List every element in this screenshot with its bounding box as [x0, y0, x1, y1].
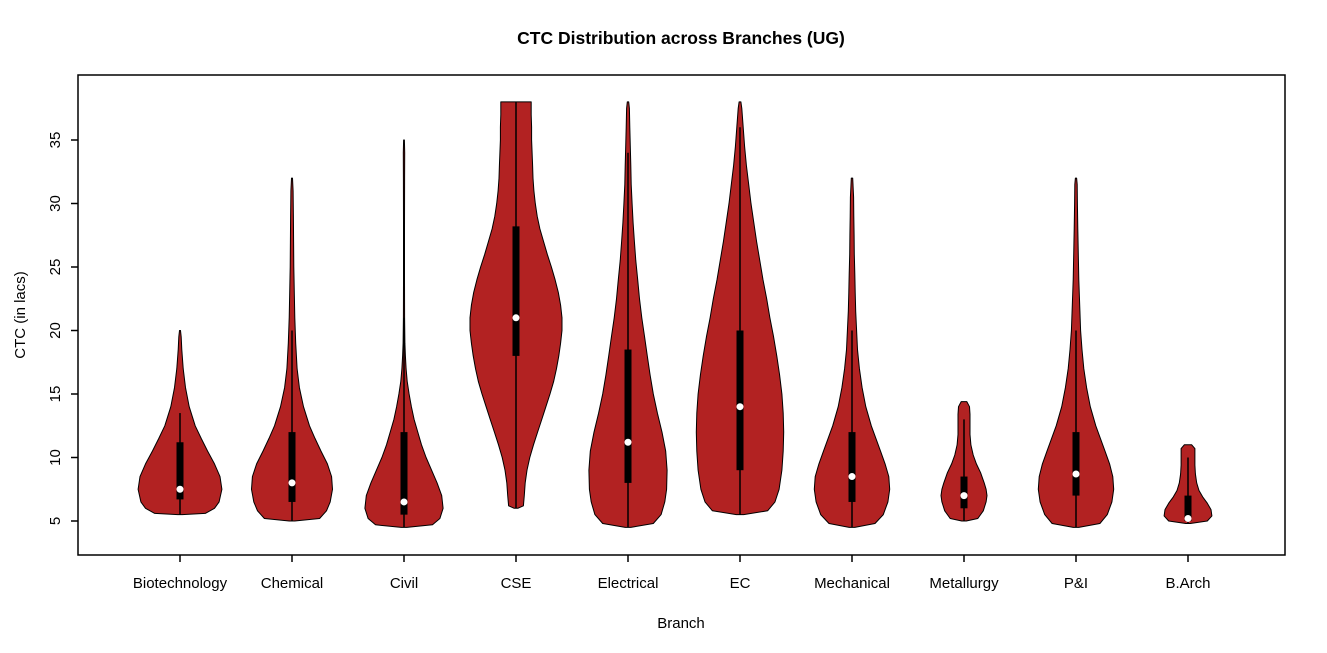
plot-content: 5 10 15 20 25 30 35 Biotechnology Chemical Civil C… [47, 101, 1213, 592]
y-tick-label: 10 [47, 449, 64, 466]
x-tick-label-chemical: Chemical [261, 575, 324, 592]
iqr-box-biotechnology [176, 442, 184, 500]
median-dot-biotechnology [176, 485, 184, 493]
chart-title: CTC Distribution across Branches (UG) [517, 28, 845, 48]
iqr-box-cse [512, 226, 520, 356]
iqr-box-p-i [1072, 432, 1080, 496]
iqr-box-civil [400, 432, 408, 515]
median-dot-ec [736, 403, 744, 411]
x-tick-label-p-i: P&I [1064, 575, 1088, 592]
y-tick-label: 15 [47, 386, 64, 403]
x-tick-label-civil: Civil [390, 575, 418, 592]
median-dot-cse [512, 314, 520, 322]
y-tick-label: 20 [47, 322, 64, 339]
median-dot-p-i [1072, 470, 1080, 478]
x-tick-label-electrical: Electrical [598, 575, 659, 592]
median-dot-metallurgy [960, 492, 968, 500]
x-tick-label-biotechnology: Biotechnology [133, 575, 228, 592]
y-tick-label: 25 [47, 259, 64, 276]
iqr-box-b-arch [1184, 495, 1192, 521]
x-tick-label-ec: EC [730, 575, 751, 592]
median-dot-electrical [624, 438, 632, 446]
x-tick-label-cse: CSE [501, 575, 532, 592]
plot-border [77, 74, 1286, 556]
x-tick-label-metallurgy: Metallurgy [929, 575, 999, 592]
x-tick-label-mechanical: Mechanical [814, 575, 890, 592]
x-tick-label-b-arch: B.Arch [1165, 575, 1210, 592]
iqr-box-chemical [288, 432, 296, 502]
median-dot-b-arch [1184, 514, 1192, 522]
median-dot-civil [400, 498, 408, 506]
x-axis-label: Branch [657, 615, 705, 632]
y-tick-label: 5 [47, 517, 64, 525]
iqr-box-mechanical [848, 432, 856, 502]
y-axis-label: CTC (in lacs) [12, 271, 29, 359]
median-dot-chemical [288, 479, 296, 487]
y-tick-label: 30 [47, 195, 64, 212]
y-tick-label: 35 [47, 132, 64, 149]
iqr-box-electrical [624, 349, 632, 483]
median-dot-mechanical [848, 473, 856, 481]
iqr-box-ec [736, 330, 744, 471]
